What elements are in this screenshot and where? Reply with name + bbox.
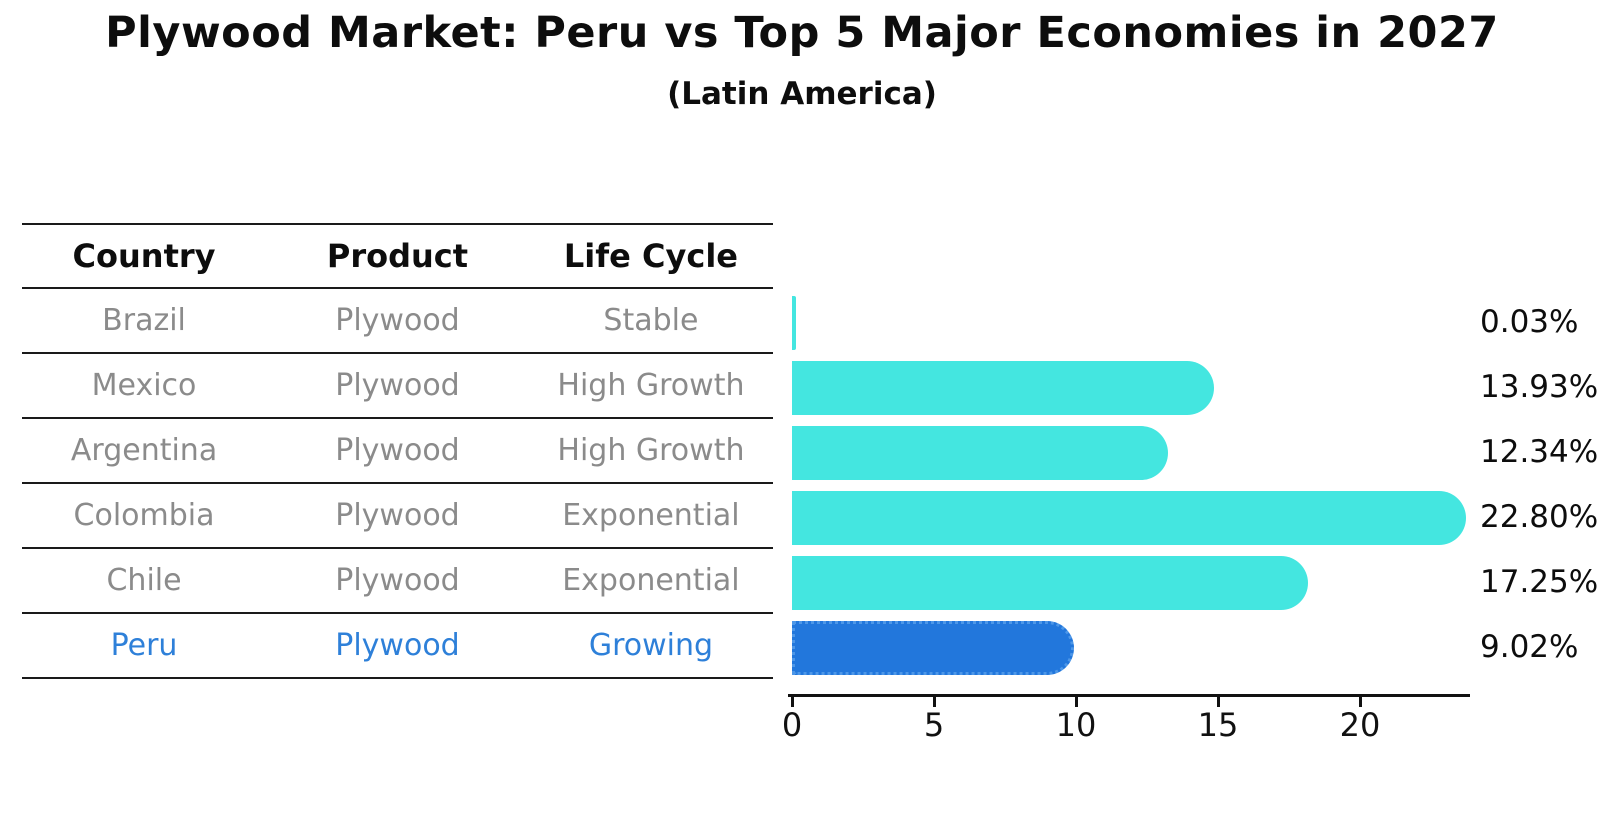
x-tick-label-0: 0: [781, 706, 803, 744]
cell-product: Plywood: [335, 498, 460, 533]
table-row-peru: Peru Plywood Growing: [22, 614, 773, 679]
x-tick-mark-15: [1216, 697, 1220, 707]
table-header-lifecycle: Life Cycle: [563, 237, 738, 275]
x-tick-label-15: 15: [1197, 706, 1239, 744]
bar-chile: [792, 555, 1308, 610]
value-label-mexico: 13.93%: [1480, 368, 1599, 405]
cell-country: Chile: [106, 563, 182, 598]
chart-subtitle: (Latin America): [667, 76, 937, 112]
cell-life_cycle: Exponential: [562, 498, 740, 533]
cell-country: Colombia: [73, 498, 215, 533]
cell-life_cycle: Stable: [603, 303, 699, 338]
cell-product: Plywood: [335, 563, 460, 598]
cell-product: Plywood: [335, 628, 460, 663]
cell-life_cycle: High Growth: [557, 368, 745, 403]
x-tick-label-5: 5: [923, 706, 945, 744]
table-header-product: Product: [326, 237, 469, 275]
cell-product: Plywood: [335, 303, 460, 338]
table-row-colombia: Colombia Plywood Exponential: [22, 484, 773, 549]
table-row-chile: Chile Plywood Exponential: [22, 549, 773, 614]
bar-peru: [792, 620, 1075, 675]
x-tick-label-20: 20: [1339, 706, 1381, 744]
bar-argentina: [792, 425, 1169, 480]
x-tick-mark-10: [1074, 697, 1078, 707]
cell-country: Brazil: [102, 303, 186, 338]
x-tick-mark-5: [932, 697, 936, 707]
table-header-row: Country Product Life Cycle: [22, 223, 773, 289]
bar-brazil: [792, 295, 796, 350]
table-row-argentina: Argentina Plywood High Growth: [22, 419, 773, 484]
x-tick-label-10: 10: [1055, 706, 1097, 744]
value-label-peru: 9.02%: [1480, 628, 1579, 665]
value-label-brazil: 0.03%: [1480, 303, 1579, 340]
cell-life_cycle: Exponential: [562, 563, 740, 598]
chart-title: Plywood Market: Peru vs Top 5 Major Econ…: [105, 8, 1499, 58]
cell-life_cycle: High Growth: [557, 433, 745, 468]
x-tick-mark-20: [1358, 697, 1362, 707]
table-body: Brazil Plywood Stable Mexico Plywood High Gro…: [22, 289, 773, 679]
x-axis-line: [788, 694, 1470, 697]
table-header-country: Country: [72, 237, 216, 275]
cell-country: Mexico: [91, 368, 197, 403]
cell-country: Argentina: [70, 433, 218, 468]
value-label-colombia: 22.80%: [1480, 498, 1599, 535]
table-row-brazil: Brazil Plywood Stable: [22, 289, 773, 354]
bar-mexico: [792, 360, 1214, 415]
bar-colombia: [792, 490, 1466, 545]
x-tick-mark-0: [790, 697, 794, 707]
cell-life_cycle: Growing: [588, 628, 714, 663]
table-row-mexico: Mexico Plywood High Growth: [22, 354, 773, 419]
cell-country: Peru: [110, 628, 178, 663]
value-label-argentina: 12.34%: [1480, 433, 1599, 470]
cell-product: Plywood: [335, 368, 460, 403]
cell-product: Plywood: [335, 433, 460, 468]
country-table: Country Product Life Cycle Brazil Plywood…: [22, 223, 773, 679]
value-label-chile: 17.25%: [1480, 563, 1599, 600]
